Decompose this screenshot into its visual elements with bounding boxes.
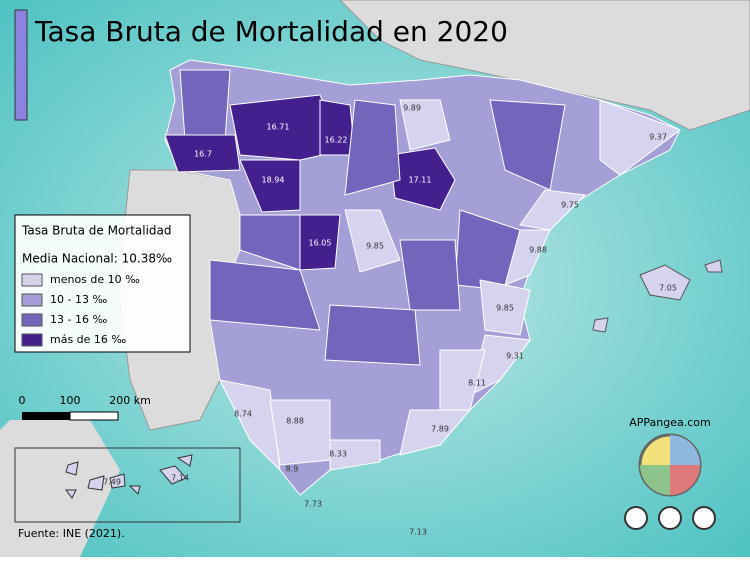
- province-label: 9.85: [366, 242, 384, 251]
- province: [324, 304, 421, 366]
- island: [704, 259, 723, 273]
- legend-swatch: [21, 273, 43, 287]
- province-label: 7.49: [103, 478, 121, 487]
- province-label: 7.89: [431, 425, 449, 434]
- province: [399, 239, 461, 311]
- province-label: 17.11: [409, 176, 432, 185]
- province-label: 7.14: [171, 474, 189, 483]
- province: [329, 439, 381, 471]
- legend-label: menos de 10 ‰: [50, 273, 140, 286]
- province-label: 16.05: [309, 239, 332, 248]
- province-label: 7.13: [409, 528, 427, 537]
- scale-bar: [22, 411, 119, 421]
- province-label: 18.94: [262, 176, 285, 185]
- province: [479, 279, 531, 336]
- province: [164, 134, 241, 173]
- canary-islands: [65, 454, 193, 499]
- legend-label: 13 - 16 ‰: [50, 313, 107, 326]
- legend-label: más de 16 ‰: [50, 333, 126, 346]
- province-label: 9.31: [506, 352, 524, 361]
- france: [339, 0, 750, 131]
- africa: [0, 420, 120, 557]
- legend-swatch: [21, 293, 43, 307]
- province-label: 16.71: [267, 123, 290, 132]
- legend-subtitle: Media Nacional: 10.38‰: [22, 252, 172, 266]
- source: Fuente: INE (2021).: [18, 527, 125, 540]
- province-label: 8.88: [286, 417, 304, 426]
- province-label: 8.74: [234, 410, 252, 419]
- scale-segment: [22, 412, 70, 420]
- province-label: 16.22: [325, 136, 348, 145]
- province-label: 9.85: [496, 304, 514, 313]
- province: [344, 99, 401, 196]
- province: [599, 99, 682, 176]
- province: [344, 209, 401, 273]
- province-label: 16.7: [194, 150, 212, 159]
- legend-title: Tasa Bruta de Mortalidad: [21, 224, 172, 238]
- province: [504, 229, 551, 286]
- province-label: 7.05: [659, 284, 677, 293]
- province: [219, 379, 281, 472]
- legend: [14, 214, 191, 353]
- island: [639, 264, 691, 301]
- brand: APPangea.com: [629, 416, 711, 429]
- province: [389, 147, 456, 211]
- province: [489, 99, 566, 191]
- legend-swatch: [21, 333, 43, 347]
- scale-label: 0: [19, 394, 26, 407]
- legend-swatch: [21, 313, 43, 327]
- province: [209, 259, 321, 331]
- scale-label: 100: [60, 394, 81, 407]
- province-label: 8.33: [329, 450, 347, 459]
- island: [592, 317, 609, 333]
- province-label: 9.75: [561, 201, 579, 210]
- province: [399, 409, 472, 456]
- logo: [624, 433, 716, 530]
- title: Tasa Bruta de Mortalidad en 2020: [34, 15, 508, 48]
- province-label: 9.37: [649, 133, 667, 142]
- province-label: 8.9: [286, 465, 299, 474]
- province: [269, 399, 331, 466]
- scale-segment: [69, 411, 119, 421]
- province: [179, 69, 231, 141]
- province-label: 7.73: [304, 500, 322, 509]
- province: [399, 99, 451, 151]
- provinces: [164, 69, 682, 472]
- scale-label: 200 km: [109, 394, 151, 407]
- province-label: 9.88: [529, 246, 547, 255]
- province-label: 9.89: [403, 104, 421, 113]
- province: [239, 159, 301, 213]
- legend-label: 10 - 13 ‰: [50, 293, 107, 306]
- canary-inset: [14, 447, 241, 523]
- title-bar: [14, 9, 28, 121]
- province-label: 8.11: [468, 379, 486, 388]
